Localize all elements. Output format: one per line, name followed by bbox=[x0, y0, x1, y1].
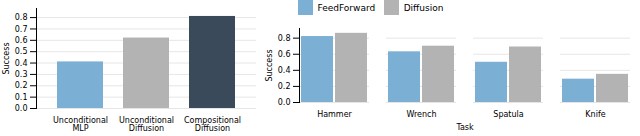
svg-text:0.0: 0.0 bbox=[15, 104, 28, 113]
svg-text:0.0: 0.0 bbox=[278, 98, 291, 107]
svg-text:0.8: 0.8 bbox=[278, 33, 291, 42]
svg-text:0.4: 0.4 bbox=[278, 65, 291, 74]
svg-text:0.7: 0.7 bbox=[15, 25, 28, 34]
svg-text:Success: Success bbox=[265, 49, 274, 81]
svg-text:0.8: 0.8 bbox=[15, 13, 28, 22]
svg-text:0.6: 0.6 bbox=[15, 36, 28, 45]
svg-text:0.1: 0.1 bbox=[15, 93, 28, 102]
svg-text:0.6: 0.6 bbox=[278, 49, 291, 58]
svg-text:Task: Task bbox=[455, 122, 474, 131]
svg-text:0.3: 0.3 bbox=[15, 70, 28, 79]
svg-text:CompositionalDiffusion: CompositionalDiffusion bbox=[184, 116, 241, 133]
svg-text:Wrench: Wrench bbox=[406, 110, 436, 119]
html-text:FeedForward: FeedForward bbox=[317, 2, 376, 13]
svg-text:0.2: 0.2 bbox=[278, 81, 291, 90]
svg-text:Hammer: Hammer bbox=[317, 110, 352, 119]
html-text:Diffusion: Diffusion bbox=[403, 2, 444, 13]
svg-text:Success: Success bbox=[2, 42, 11, 74]
svg-text:UnconditionalMLP: UnconditionalMLP bbox=[53, 116, 108, 133]
svg-text:0.5: 0.5 bbox=[15, 47, 28, 56]
svg-text:0.2: 0.2 bbox=[15, 81, 28, 90]
svg-text:UnconditionalDiffusion: UnconditionalDiffusion bbox=[119, 116, 174, 133]
svg-text:0.4: 0.4 bbox=[15, 59, 28, 68]
svg-text:Knife: Knife bbox=[585, 110, 605, 119]
svg-text:Spatula: Spatula bbox=[493, 110, 523, 119]
